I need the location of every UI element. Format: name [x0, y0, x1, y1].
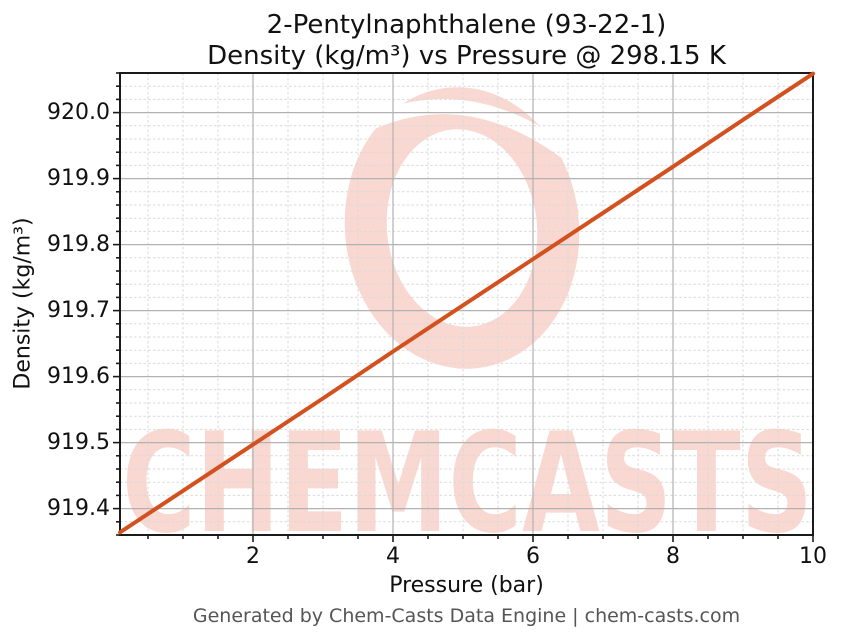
chart-title-line1: 2-Pentylnaphthalene (93-22-1) — [266, 10, 667, 40]
x-tick-label: 8 — [666, 544, 680, 569]
y-axis-label: Density (kg/m³) — [10, 217, 36, 390]
plot-border-spines — [119, 72, 814, 536]
chart-title: 2-Pentylnaphthalene (93-22-1) Density (k… — [120, 10, 813, 71]
x-tick-label: 2 — [246, 544, 260, 569]
chart-title-line2: Density (kg/m³) vs Pressure @ 298.15 K — [207, 40, 726, 71]
y-tick-label: 919.6 — [47, 363, 110, 389]
density-data-line — [118, 71, 815, 535]
x-tick-label: 6 — [526, 544, 540, 569]
major-gridlines — [120, 73, 814, 535]
x-tick-label: 4 — [386, 544, 400, 569]
y-tick-label: 919.7 — [47, 297, 110, 323]
footer-credit: Generated by Chem-Casts Data Engine | ch… — [192, 605, 741, 627]
y-tick-label: 919.4 — [47, 495, 110, 521]
y-tick-label: 919.9 — [47, 165, 110, 191]
watermark-text: CHEMCASTS — [122, 403, 813, 564]
x-axis-label: Pressure (bar) — [389, 573, 544, 598]
x-tick-label: 10 — [799, 544, 827, 569]
y-tick-label: 919.5 — [47, 429, 110, 455]
y-tick-label: 919.8 — [47, 231, 110, 257]
y-tick-label: 920.0 — [47, 99, 110, 125]
